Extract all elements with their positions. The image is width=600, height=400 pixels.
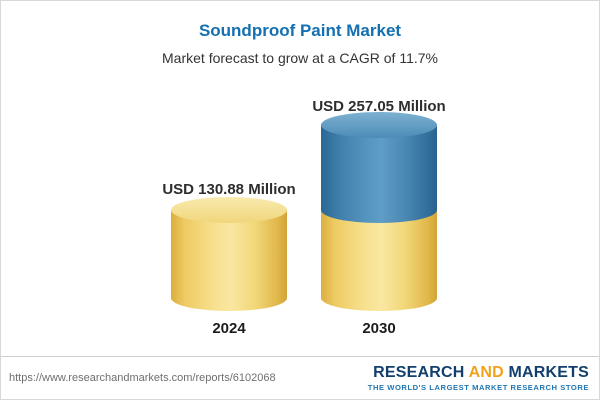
bar-2030-bottom-cap <box>321 285 437 311</box>
logo-word-research: RESEARCH <box>373 363 465 381</box>
bar-2030-yellow-body <box>321 210 437 311</box>
value-label-2030: USD 257.05 Million <box>312 98 446 115</box>
logo-tagline: THE WORLD'S LARGEST MARKET RESEARCH STOR… <box>367 383 589 393</box>
bar-2030-top-cap <box>321 112 437 138</box>
x-axis-label-2030: 2030 <box>362 320 396 337</box>
bar-2030 <box>321 112 437 311</box>
logo-word-and: AND <box>468 363 504 381</box>
report-url: https://www.researchandmarkets.com/repor… <box>9 372 276 384</box>
bar-2024 <box>171 197 287 311</box>
bar-2030-junction-cap <box>321 197 437 223</box>
value-label-2024: USD 130.88 Million <box>162 181 296 198</box>
chart-title: Soundproof Paint Market <box>198 21 402 40</box>
bar-2024-bottom-cap <box>171 285 287 311</box>
logo-wordmark: RESEARCH AND MARKETS <box>368 364 589 382</box>
bar-2024-body <box>171 197 287 311</box>
bar-2024-top-cap <box>171 197 287 223</box>
footer: https://www.researchandmarkets.com/repor… <box>1 356 599 399</box>
chart-subtitle: Market forecast to grow at a CAGR of 11.… <box>162 50 438 66</box>
x-axis-label-2024: 2024 <box>212 320 246 337</box>
bar-2030-blue-body <box>321 112 437 223</box>
logo-word-markets: MARKETS <box>508 363 589 381</box>
research-and-markets-logo: RESEARCH AND MARKETS THE WORLD'S LARGEST… <box>368 364 589 393</box>
